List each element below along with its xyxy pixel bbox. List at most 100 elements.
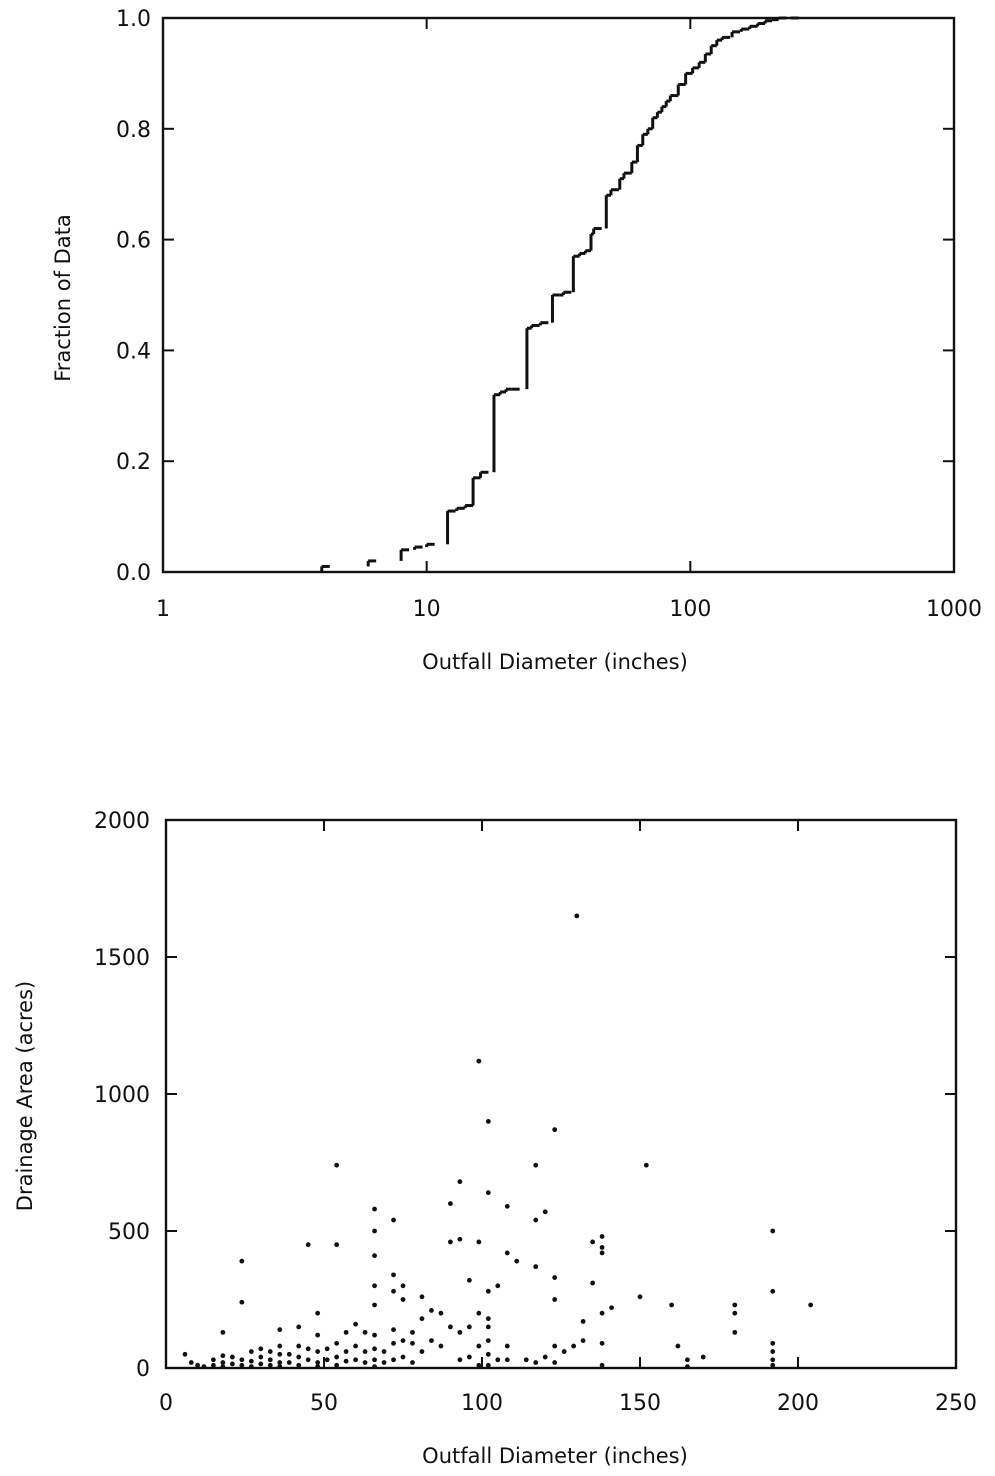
scatter-point bbox=[808, 1302, 814, 1308]
scatter-plot-frame bbox=[164, 818, 958, 1370]
scatter-point bbox=[590, 1280, 595, 1286]
scatter-point bbox=[220, 1360, 226, 1365]
scatter-point bbox=[514, 1258, 520, 1264]
scatter-point bbox=[239, 1258, 245, 1264]
scatter-point bbox=[286, 1360, 292, 1365]
scatter-point bbox=[362, 1349, 368, 1354]
scatter-point bbox=[504, 1250, 510, 1256]
scatter-point bbox=[372, 1302, 377, 1308]
cdf-xtick-label: 1000 bbox=[926, 597, 982, 622]
scatter-point bbox=[296, 1343, 302, 1349]
scatter-point bbox=[542, 1209, 548, 1215]
scatter-point bbox=[188, 1360, 194, 1365]
cdf-ytick-label: 0.6 bbox=[116, 229, 151, 254]
scatter-point bbox=[267, 1362, 273, 1368]
scatter-point bbox=[372, 1332, 377, 1338]
scatter-point bbox=[220, 1364, 226, 1370]
scatter-ticks bbox=[165, 819, 957, 1369]
scatter-point bbox=[448, 1201, 453, 1206]
scatter-point bbox=[770, 1288, 776, 1294]
scatter-point bbox=[267, 1349, 273, 1354]
scatter-point bbox=[277, 1360, 283, 1365]
cdf-xtick-labels: 1 10 100 1000 bbox=[156, 597, 982, 622]
scatter-point bbox=[485, 1338, 491, 1343]
scatter-point bbox=[182, 1351, 188, 1357]
scatter-point bbox=[533, 1162, 539, 1168]
scatter-point bbox=[324, 1357, 330, 1363]
scatter-point bbox=[286, 1351, 292, 1357]
scatter-point bbox=[466, 1354, 472, 1360]
scatter-point bbox=[315, 1332, 321, 1338]
scatter-xtick-label: 150 bbox=[619, 1391, 661, 1416]
scatter-point bbox=[258, 1361, 264, 1367]
scatter-point bbox=[533, 1217, 539, 1223]
scatter-point bbox=[732, 1302, 738, 1308]
scatter-xtick-label: 50 bbox=[310, 1391, 338, 1416]
scatter-point bbox=[438, 1343, 444, 1349]
scatter-point bbox=[448, 1239, 453, 1245]
scatter-point bbox=[248, 1358, 254, 1364]
scatter-point bbox=[391, 1288, 396, 1294]
scatter-point bbox=[372, 1357, 377, 1363]
scatter-ytick-label: 2000 bbox=[94, 809, 150, 834]
scatter-point bbox=[552, 1127, 558, 1133]
scatter-point bbox=[429, 1308, 434, 1313]
scatter-point bbox=[552, 1275, 558, 1280]
cdf-ytick-labels: 0.0 0.2 0.4 0.6 0.8 1.0 bbox=[116, 7, 151, 586]
scatter-x-axis-title: Outfall Diameter (inches) bbox=[422, 1444, 688, 1468]
scatter-point bbox=[599, 1340, 605, 1346]
scatter-point bbox=[343, 1358, 349, 1364]
scatter-point bbox=[195, 1362, 201, 1368]
scatter-point bbox=[277, 1351, 283, 1357]
scatter-point bbox=[391, 1217, 396, 1223]
scatter-point bbox=[448, 1324, 453, 1330]
scatter-point bbox=[599, 1310, 605, 1316]
scatter-point bbox=[732, 1329, 738, 1335]
scatter-point bbox=[248, 1349, 254, 1354]
scatter-point bbox=[485, 1316, 491, 1322]
scatter-point bbox=[372, 1364, 377, 1370]
scatter-point bbox=[523, 1357, 529, 1363]
scatter-point bbox=[495, 1283, 501, 1289]
scatter-point bbox=[419, 1316, 425, 1322]
scatter-point bbox=[267, 1357, 273, 1363]
scatter-point bbox=[391, 1327, 396, 1333]
scatter-xtick-label: 250 bbox=[935, 1391, 977, 1416]
scatter-point bbox=[229, 1354, 235, 1360]
scatter-point bbox=[315, 1364, 321, 1370]
scatter-point bbox=[466, 1324, 472, 1330]
scatter-point bbox=[770, 1349, 776, 1354]
scatter-point bbox=[770, 1228, 776, 1234]
scatter-point bbox=[400, 1297, 406, 1302]
scatter-point bbox=[372, 1228, 377, 1234]
scatter-point bbox=[334, 1354, 340, 1360]
scatter-point bbox=[419, 1294, 425, 1300]
cdf-xtick-label: 1 bbox=[156, 597, 170, 622]
scatter-point bbox=[580, 1338, 586, 1343]
scatter-point bbox=[533, 1264, 539, 1270]
scatter-xtick-label: 200 bbox=[777, 1391, 819, 1416]
scatter-point bbox=[277, 1364, 283, 1370]
scatter-xtick-labels: 0 50 100 150 200 250 bbox=[159, 1391, 977, 1416]
scatter-point bbox=[770, 1340, 776, 1346]
scatter-point bbox=[211, 1357, 216, 1363]
scatter-ytick-label: 1000 bbox=[94, 1083, 150, 1108]
scatter-point bbox=[485, 1351, 491, 1357]
scatter-point bbox=[296, 1324, 302, 1330]
cdf-y-axis-title: Fraction of Data bbox=[51, 214, 75, 382]
scatter-point bbox=[239, 1362, 245, 1368]
scatter-points bbox=[182, 913, 814, 1370]
scatter-point bbox=[419, 1349, 425, 1354]
scatter-point bbox=[476, 1343, 482, 1349]
scatter-point bbox=[574, 913, 580, 919]
cdf-ytick-label: 0.8 bbox=[116, 118, 151, 143]
scatter-point bbox=[485, 1190, 491, 1196]
scatter-point bbox=[476, 1058, 482, 1064]
scatter-point bbox=[457, 1357, 463, 1363]
scatter-chart: 0 500 1000 1500 2000 0 50 100 150 200 250 Outfall… bbox=[13, 809, 977, 1468]
cdf-ytick-label: 0.4 bbox=[116, 339, 151, 364]
scatter-point bbox=[391, 1357, 396, 1363]
scatter-point bbox=[343, 1329, 349, 1335]
scatter-point bbox=[504, 1203, 510, 1209]
scatter-point bbox=[590, 1239, 595, 1245]
